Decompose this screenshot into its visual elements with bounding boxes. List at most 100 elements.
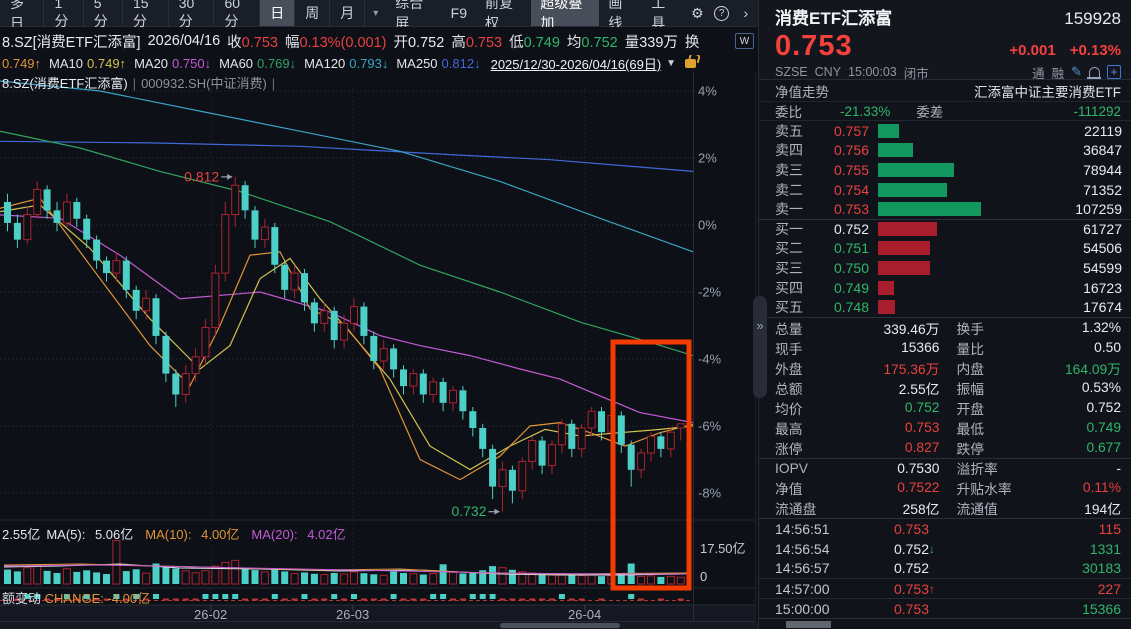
ma-value: 0.749↑	[87, 56, 127, 71]
level-price: 0.752	[833, 221, 869, 238]
fund-row[interactable]: 净值走势 汇添富中证主要消费ETF	[759, 80, 1131, 102]
toolbar-item-前复权[interactable]: 前复权	[485, 0, 513, 31]
volume-current: 2.55亿	[2, 527, 41, 542]
orderbook-row-买三[interactable]: 买三 0.750 54599	[759, 258, 1131, 278]
edit-icon[interactable]: ✎	[1071, 64, 1082, 79]
stat-value: 194亿	[1084, 501, 1121, 517]
orderbook-row-卖四[interactable]: 卖四 0.756 36847	[759, 141, 1131, 161]
horizontal-scrollbar[interactable]	[0, 622, 1131, 629]
ma-label: MA120	[304, 56, 346, 71]
period-tab-月[interactable]: 月	[330, 0, 366, 26]
field-label: 均	[566, 34, 582, 51]
stat-value: 0.677	[1086, 440, 1121, 456]
field-value: 0.13%(0.001)	[299, 34, 387, 51]
level-bar-zone	[878, 300, 1060, 315]
orderbook-row-买四[interactable]: 买四 0.749 16723	[759, 278, 1131, 298]
period-tab-周[interactable]: 周	[295, 0, 331, 26]
orderbook-row-卖一[interactable]: 卖一 0.753 107259	[759, 199, 1131, 219]
alert-bell-icon[interactable]	[1087, 67, 1101, 79]
level-bar-zone	[878, 162, 1060, 177]
candlestick-chart[interactable]: 4% 2% 0% -2% -4% -6% -8% 26-02 26-03 26-04 17.50亿 0…	[0, 72, 758, 622]
orderbook-row-卖三[interactable]: 卖三 0.755 78944	[759, 160, 1131, 180]
orderbook-row-买一[interactable]: 买一 0.752 61727	[759, 218, 1131, 239]
toolbar-item-画线[interactable]: 画线	[608, 0, 623, 31]
level-depth-bar	[878, 123, 899, 138]
period-tab-1分[interactable]: 1分	[44, 0, 84, 29]
svg-text:-6%: -6%	[698, 419, 722, 434]
currency-label: CNY	[814, 65, 842, 79]
tick-row[interactable]: 15:00:00 0.753 15366	[759, 598, 1131, 618]
scrollbar-handle[interactable]	[500, 623, 620, 628]
weicha-label: 委差	[916, 105, 944, 120]
toolbar-item-综合屏[interactable]: 综合屏	[395, 0, 424, 31]
orderbook-row-买二[interactable]: 买二 0.751 54506	[759, 239, 1131, 259]
panel-bottom-tab[interactable]	[786, 620, 831, 628]
level-label: 卖二	[775, 181, 803, 198]
stat-label: 现手	[775, 341, 803, 357]
help-icon[interactable]: ?	[709, 0, 733, 26]
tick-row[interactable]: 14:57:00 0.753 ↑ 227	[759, 578, 1131, 598]
separator: |	[132, 76, 137, 91]
change-label: 额变动	[2, 591, 42, 606]
nav-trend-label[interactable]: 净值走势	[775, 84, 829, 100]
toolbar-item-F9[interactable]: F9	[450, 5, 467, 21]
tick-row[interactable]: 14:56:57 0.752 30183	[759, 559, 1131, 579]
stat-label: IOPV	[775, 460, 808, 476]
orderbook-row-卖五[interactable]: 卖五 0.757 22119	[759, 121, 1131, 141]
stat-row-IOPV: IOPV 0.7530 溢折率 -	[759, 457, 1131, 478]
up-arrow-icon: ↑	[929, 581, 935, 596]
panel-collapse-handle[interactable]: »	[753, 296, 767, 398]
ma-info-row: 0.749↑ MA10 0.749↑ MA20 0.750↓ MA60 0.769↓ MA12…	[0, 55, 758, 72]
period-tab-5分[interactable]: 5分	[84, 0, 123, 29]
chevron-right-icon[interactable]: ›	[743, 5, 749, 21]
wencai-icon[interactable]: W	[735, 33, 754, 49]
level-label: 买五	[775, 299, 803, 316]
tick-volume: 227	[1097, 580, 1121, 597]
field-label: 低	[509, 34, 524, 51]
orderbook-row-买五[interactable]: 买五 0.748 17674	[759, 297, 1131, 317]
quote-field-收: 收0.753	[227, 31, 278, 52]
stat-value: 258亿	[902, 501, 940, 517]
tick-price: 0.752	[893, 540, 929, 557]
tick-row[interactable]: 14:56:51 0.753 115	[759, 519, 1131, 539]
stat-value: 0.11%	[1082, 480, 1121, 496]
ma-value: 0.769↓	[257, 56, 297, 71]
period-tab-30分[interactable]: 30分	[169, 0, 215, 29]
level-depth-bar	[878, 300, 895, 315]
unlock-icon[interactable]	[685, 59, 697, 68]
stat-label: 总额	[775, 381, 803, 397]
period-tab-日[interactable]: 日	[260, 0, 296, 26]
stat-row-总量: 总量 339.46万 换手 1.32%	[759, 318, 1131, 338]
orderbook-row-卖二[interactable]: 卖二 0.754 71352	[759, 180, 1131, 200]
help-glyph: ?	[714, 5, 730, 21]
period-tab-60分[interactable]: 60分	[214, 0, 261, 29]
level-label: 买二	[775, 240, 803, 257]
stat-label: 总量	[775, 321, 803, 337]
level-label: 买一	[775, 221, 803, 238]
level-volume: 16723	[1083, 279, 1122, 296]
tick-row[interactable]: 14:56:54 0.752 ↓ 1331	[759, 539, 1131, 559]
ma-fields: 0.749↑ MA10 0.749↑ MA20 0.750↓ MA60 0.769↓ MA12…	[2, 56, 481, 71]
toolbar-item-工具[interactable]: 工具	[651, 0, 666, 31]
date-range[interactable]: 2025/12/30-2026/04/16(69日)	[490, 57, 662, 72]
quote-field-低: 低0.749	[509, 31, 560, 52]
quote-field-开: 开0.752	[394, 31, 445, 52]
stat-label: 流通盘	[775, 501, 817, 517]
caret-down-icon[interactable]: ▼	[666, 58, 677, 69]
period-tab-15分[interactable]: 15分	[123, 0, 169, 29]
stat-label: 流通值	[956, 501, 998, 517]
tick-volume: 115	[1098, 520, 1121, 537]
toolbar-item-超级叠加[interactable]: 超级叠加	[531, 0, 600, 31]
level-depth-bar	[878, 162, 954, 177]
quote-field-均: 均0.752	[567, 31, 618, 52]
period-dropdown-icon[interactable]: ▾	[373, 7, 379, 19]
level-volume: 54599	[1083, 259, 1122, 276]
gear-icon[interactable]: ⚙	[691, 4, 704, 21]
stat-value: 0.7530	[897, 460, 940, 476]
quote-fields: 收0.753 幅0.13%(0.001) 开0.752 高0.753 低0.749 均0.…	[227, 31, 706, 52]
field-label: 收	[227, 34, 242, 51]
add-icon[interactable]: +	[1107, 65, 1121, 79]
period-tab-多日[interactable]: 多日	[0, 0, 45, 31]
stat-row-流通盘: 流通盘 258亿 流通值 194亿	[759, 498, 1131, 518]
stat-value: 0.752	[1086, 400, 1121, 416]
